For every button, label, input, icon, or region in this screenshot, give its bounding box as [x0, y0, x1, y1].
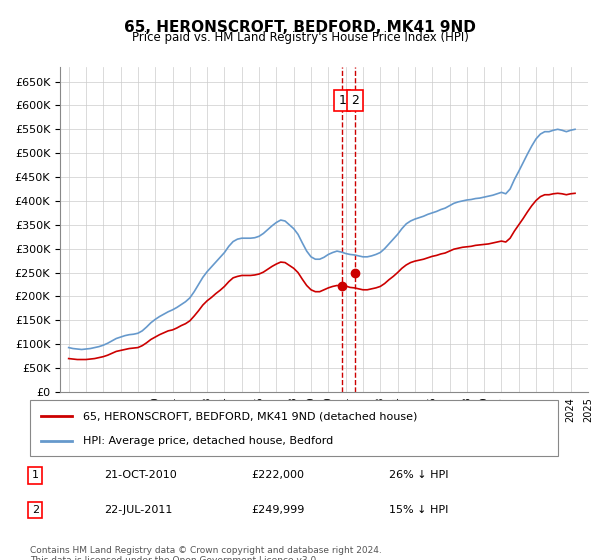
Text: Price paid vs. HM Land Registry's House Price Index (HPI): Price paid vs. HM Land Registry's House … [131, 31, 469, 44]
Text: 2: 2 [32, 505, 39, 515]
Text: HPI: Average price, detached house, Bedford: HPI: Average price, detached house, Bedf… [83, 436, 333, 446]
Text: 26% ↓ HPI: 26% ↓ HPI [389, 470, 449, 480]
Text: £222,000: £222,000 [252, 470, 305, 480]
Text: 1: 1 [338, 94, 346, 107]
FancyBboxPatch shape [30, 400, 558, 456]
Text: 22-JUL-2011: 22-JUL-2011 [104, 505, 172, 515]
Text: 15% ↓ HPI: 15% ↓ HPI [389, 505, 448, 515]
Text: 2: 2 [351, 94, 359, 107]
Text: 21-OCT-2010: 21-OCT-2010 [104, 470, 176, 480]
Text: 1: 1 [32, 470, 39, 480]
Text: Contains HM Land Registry data © Crown copyright and database right 2024.
This d: Contains HM Land Registry data © Crown c… [30, 546, 382, 560]
Text: £249,999: £249,999 [252, 505, 305, 515]
Text: 65, HERONSCROFT, BEDFORD, MK41 9ND (detached house): 65, HERONSCROFT, BEDFORD, MK41 9ND (deta… [83, 411, 417, 421]
Text: 65, HERONSCROFT, BEDFORD, MK41 9ND: 65, HERONSCROFT, BEDFORD, MK41 9ND [124, 20, 476, 35]
